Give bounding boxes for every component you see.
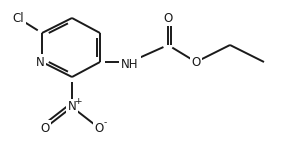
Text: N: N (36, 55, 44, 69)
Text: NH: NH (121, 58, 139, 70)
Text: O: O (94, 122, 104, 134)
Text: N: N (67, 100, 76, 113)
Text: +: + (74, 97, 82, 106)
Text: O: O (40, 122, 50, 134)
Text: O: O (163, 12, 173, 24)
Text: O: O (192, 55, 201, 69)
Text: -: - (103, 118, 107, 128)
Text: Cl: Cl (12, 12, 24, 24)
